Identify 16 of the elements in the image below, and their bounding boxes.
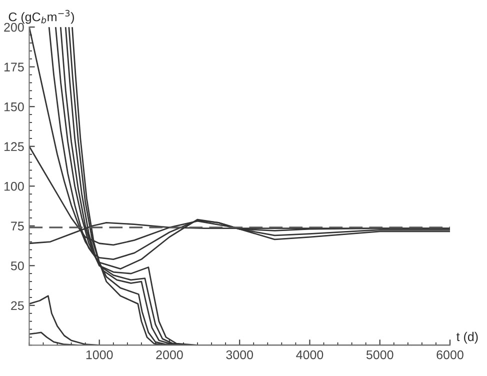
y-tick-label: 150 [4, 102, 24, 112]
y-tick-label: 75 [11, 222, 24, 231]
y-tick-label: 25 [11, 301, 24, 310]
x-axis-title: t (d) [456, 332, 478, 344]
x-tick-label: 5000 [366, 350, 394, 360]
x-tick-label: 4000 [296, 350, 324, 360]
y-tick-label: 200 [4, 22, 24, 32]
y-tick-label: 125 [4, 142, 24, 152]
x-tick-label: 3000 [226, 350, 254, 360]
y-axis-title: C (gC$_{b}$m$^{−3}$) [8, 10, 74, 24]
y-tick-label: 175 [4, 62, 24, 72]
y-tick-label: 100 [4, 182, 24, 191]
x-tick-label: 6000 [436, 350, 464, 360]
x-tick-label: 2000 [156, 350, 183, 360]
y-tick-label: 50 [10, 261, 24, 270]
x-tick-label: 1000 [86, 350, 113, 360]
